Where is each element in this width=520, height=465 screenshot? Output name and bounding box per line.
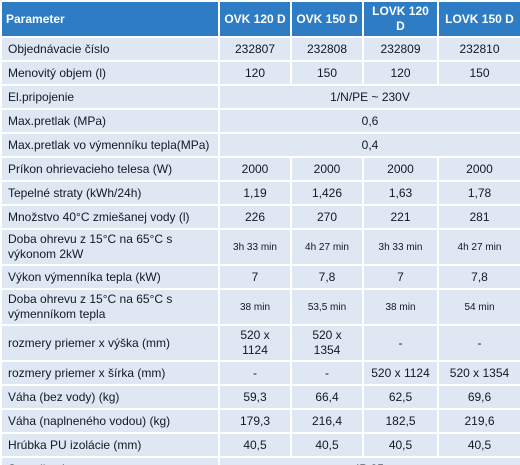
- value-cell: 520 x 1124: [218, 324, 292, 362]
- header-cell: Parameter: [0, 0, 220, 38]
- table-row: Stupeň ochranyIP 25: [0, 456, 520, 465]
- table-row: Max.pretlak vo výmenníku tepla(MPa) 0,4: [0, 132, 520, 158]
- value-cell: IP 25: [218, 456, 520, 465]
- value-cell: 59,3: [218, 384, 292, 410]
- header-cell: OVK 150 D: [290, 0, 364, 38]
- value-cell: 7: [218, 264, 292, 290]
- header-cell: LOVK 150 D: [437, 0, 520, 38]
- value-cell: 3h 33 min: [362, 228, 439, 266]
- value-cell: 226: [218, 204, 292, 230]
- value-cell: 2000: [218, 156, 292, 182]
- row-label: Váha (naplneného vodou) (kg): [0, 408, 220, 434]
- table-row: Doba ohrevu z 15°C na 65°C s výkonom 2kW…: [0, 228, 520, 266]
- header-row: Parameter OVK 120 D OVK 150 D LOVK 120 D LOV…: [0, 0, 520, 38]
- value-cell: 232809: [362, 36, 439, 62]
- table-row: Doba ohrevu z 15°C na 65°C s výmenníkom …: [0, 288, 520, 326]
- table-row: Váha (bez vody) (kg) 59,3 66,4 62,5 69,6: [0, 384, 520, 410]
- value-cell: 7,8: [290, 264, 364, 290]
- table-body: Objednávacie číslo 232807 232808 232809 2328…: [0, 36, 520, 465]
- value-cell: 7: [362, 264, 439, 290]
- value-cell: 150: [437, 60, 520, 86]
- value-cell: 38 min: [362, 288, 439, 326]
- value-cell: -: [218, 360, 292, 386]
- value-cell: 120: [362, 60, 439, 86]
- row-label: Množstvo 40°C zmiešanej vody (l): [0, 204, 220, 230]
- value-cell: 1,426: [290, 180, 364, 206]
- value-cell: 150: [290, 60, 364, 86]
- value-cell: 3h 33 min: [218, 228, 292, 266]
- value-cell: 2000: [362, 156, 439, 182]
- value-cell: 520 x 1124: [362, 360, 439, 386]
- value-cell: 520 x 1354: [437, 360, 520, 386]
- row-label: Doba ohrevu z 15°C na 65°C s výkonom 2kW: [0, 228, 220, 266]
- row-label: Hrúbka PU izolácie (mm): [0, 432, 220, 458]
- value-cell: 179,3: [218, 408, 292, 434]
- table-row: Menovitý objem (l) 120 150 120 150: [0, 60, 520, 86]
- row-label: Doba ohrevu z 15°C na 65°C s výmenníkom …: [0, 288, 220, 326]
- value-cell: 120: [218, 60, 292, 86]
- table-row: Množstvo 40°C zmiešanej vody (l) 226 270 22…: [0, 204, 520, 230]
- row-label: Príkon ohrievacieho telesa (W): [0, 156, 220, 182]
- value-cell: 219,6: [437, 408, 520, 434]
- row-label: Výkon výmenníka tepla (kW): [0, 264, 220, 290]
- row-label: Max.pretlak vo výmenníku tepla(MPa): [0, 132, 220, 158]
- value-cell: 40,5: [437, 432, 520, 458]
- value-cell: 0,6: [218, 108, 520, 134]
- table-row: Príkon ohrievacieho telesa (W) 2000 2000 20…: [0, 156, 520, 182]
- value-cell: 221: [362, 204, 439, 230]
- value-cell: 2000: [290, 156, 364, 182]
- table-row: Objednávacie číslo 232807 232808 232809 2328…: [0, 36, 520, 62]
- table-row: Výkon výmenníka tepla (kW) 7 7,8 7 7,8: [0, 264, 520, 290]
- value-cell: 270: [290, 204, 364, 230]
- row-label: El.pripojenie: [0, 84, 220, 110]
- value-cell: 281: [437, 204, 520, 230]
- value-cell: 66,4: [290, 384, 364, 410]
- value-cell: -: [362, 324, 439, 362]
- value-cell: 40,5: [362, 432, 439, 458]
- value-cell: 182,5: [362, 408, 439, 434]
- table-row: Max.pretlak (MPa) 0,6: [0, 108, 520, 134]
- value-cell: 40,5: [290, 432, 364, 458]
- row-label: Tepelné straty (kWh/24h): [0, 180, 220, 206]
- value-cell: 53,5 min: [290, 288, 364, 326]
- table-row: Váha (naplneného vodou) (kg) 179,3 216,4 18…: [0, 408, 520, 434]
- value-cell: 520 x 1354: [290, 324, 364, 362]
- value-cell: 7,8: [437, 264, 520, 290]
- value-cell: 2000: [437, 156, 520, 182]
- table-row: rozmery priemer x výška (mm) 520 x 1124 52…: [0, 324, 520, 362]
- value-cell: 1,78: [437, 180, 520, 206]
- value-cell: 1/N/PE ~ 230V: [218, 84, 520, 110]
- value-cell: 62,5: [362, 384, 439, 410]
- header-cell: OVK 120 D: [218, 0, 292, 38]
- value-cell: 1,19: [218, 180, 292, 206]
- value-cell: 0,4: [218, 132, 520, 158]
- value-cell: 40,5: [218, 432, 292, 458]
- value-cell: 4h 27 min: [290, 228, 364, 266]
- table-row: Tepelné straty (kWh/24h) 1,19 1,426 1,63 1,7…: [0, 180, 520, 206]
- header-cell: LOVK 120 D: [362, 0, 439, 38]
- row-label: Max.pretlak (MPa): [0, 108, 220, 134]
- value-cell: 69,6: [437, 384, 520, 410]
- row-label: Objednávacie číslo: [0, 36, 220, 62]
- value-cell: -: [437, 324, 520, 362]
- table-row: rozmery priemer x šírka (mm) - -520 x 1124…: [0, 360, 520, 386]
- row-label: Váha (bez vody) (kg): [0, 384, 220, 410]
- row-label: rozmery priemer x šírka (mm): [0, 360, 220, 386]
- row-label: rozmery priemer x výška (mm): [0, 324, 220, 362]
- value-cell: -: [290, 360, 364, 386]
- table-row: El.pripojenie 1/N/PE ~ 230V: [0, 84, 520, 110]
- value-cell: 232810: [437, 36, 520, 62]
- value-cell: 54 min: [437, 288, 520, 326]
- value-cell: 232807: [218, 36, 292, 62]
- value-cell: 4h 27 min: [437, 228, 520, 266]
- row-label: Stupeň ochrany: [0, 456, 220, 465]
- value-cell: 232808: [290, 36, 364, 62]
- table-row: Hrúbka PU izolácie (mm) 40,5 40,5 40,5 40,5: [0, 432, 520, 458]
- value-cell: 1,63: [362, 180, 439, 206]
- value-cell: 216,4: [290, 408, 364, 434]
- row-label: Menovitý objem (l): [0, 60, 220, 86]
- value-cell: 38 min: [218, 288, 292, 326]
